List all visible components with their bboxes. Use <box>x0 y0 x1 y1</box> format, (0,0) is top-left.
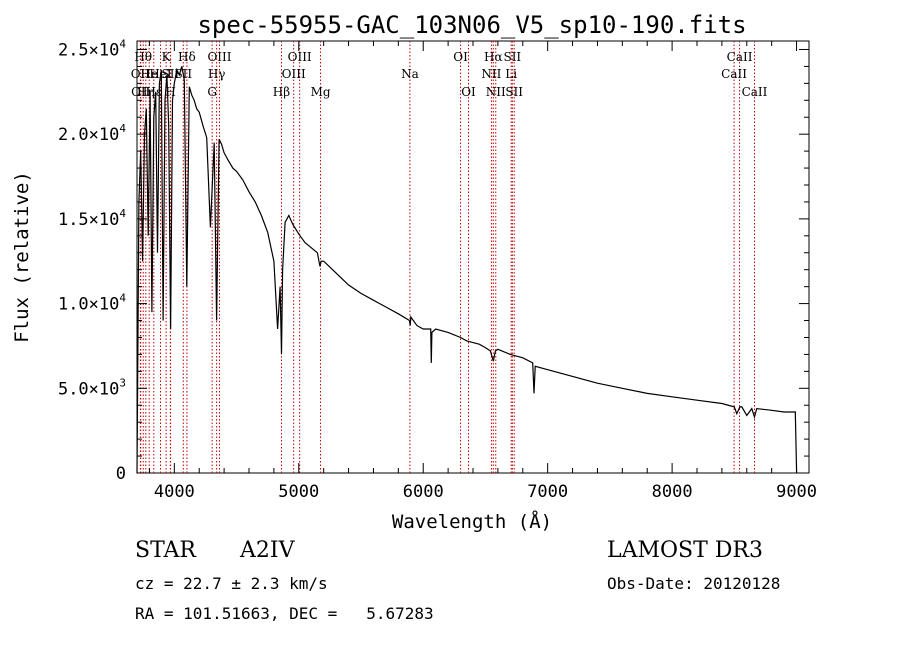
line-label-21: OI <box>461 85 476 99</box>
y-axis-label: Flux (relative) <box>11 171 33 343</box>
plot-frame <box>136 40 810 474</box>
chart-title: spec-55955-GAC_103N06_V5_sp10-190.fits <box>197 11 746 39</box>
x-tick-label-4: 8000 <box>652 482 693 502</box>
object-class: STAR <box>135 538 196 563</box>
line-label-30: CaII <box>742 85 768 99</box>
y-axis: 0 5.0×103 1.0×104 1.5×104 2.0×104 2.5×104 <box>58 37 809 484</box>
line-label-26: SII <box>503 50 521 64</box>
x-tick-label-5: 9000 <box>776 482 817 502</box>
y-tick-label-0: 0 <box>116 464 126 484</box>
x-tick-label-0: 4000 <box>154 482 195 502</box>
y-tick-label-1: 5.0×103 <box>58 376 126 399</box>
obs-date: Obs-Date: 20120128 <box>607 574 781 593</box>
line-label-25: Li <box>505 67 517 81</box>
line-label-18: Mg <box>311 85 331 99</box>
y-tick-label-3: 1.5×104 <box>58 207 126 230</box>
spectrum-series-line <box>136 66 798 474</box>
x-tick-label-3: 7000 <box>527 482 568 502</box>
line-label-14: OIII <box>207 50 231 64</box>
line-markers <box>139 41 755 473</box>
line-label-16: OIII <box>282 67 306 81</box>
line-label-7: K <box>162 50 172 64</box>
ra-dec: RA = 101.51663, DEC = 5.67283 <box>135 604 434 623</box>
x-axis: 4000 5000 6000 7000 8000 9000 <box>148 41 817 502</box>
line-label-19: Na <box>401 67 419 81</box>
line-label-1: OII <box>131 85 151 99</box>
line-label-27: SII <box>505 85 523 99</box>
line-label-23: Hα <box>484 50 503 64</box>
survey-name: LAMOST DR3 <box>607 538 763 563</box>
line-label-20: OI <box>453 50 468 64</box>
line-label-4: He <box>140 67 158 81</box>
y-tick-label-4: 2.0×104 <box>58 122 126 145</box>
line-labels: OIIOIIHθHηHeHεHeIKSIIHHδSIIGHγOIIIHβOIII… <box>131 50 768 99</box>
y-tick-label-2: 1.0×104 <box>58 292 126 315</box>
line-label-2: Hθ <box>134 50 152 64</box>
x-tick-label-1: 5000 <box>278 482 319 502</box>
line-label-22: NII <box>481 67 501 81</box>
line-label-10: Hδ <box>178 50 196 64</box>
line-label-24: NII <box>486 85 506 99</box>
line-label-28: CaII <box>721 67 747 81</box>
x-tick-label-2: 6000 <box>403 482 444 502</box>
x-axis-label: Wavelength (Å) <box>392 510 552 533</box>
line-label-9: H <box>165 85 175 99</box>
redshift-cz: cz = 22.7 ± 2.3 km/s <box>135 574 328 593</box>
object-subclass: A2IV <box>240 538 295 563</box>
y-tick-label-5: 2.5×104 <box>58 37 126 60</box>
line-label-12: G <box>207 85 217 99</box>
line-label-13: Hγ <box>208 67 226 81</box>
line-label-15: Hβ <box>273 85 290 99</box>
line-label-17: OIII <box>288 50 312 64</box>
line-label-0: OII <box>131 67 151 81</box>
line-label-29: CaII <box>727 50 753 64</box>
